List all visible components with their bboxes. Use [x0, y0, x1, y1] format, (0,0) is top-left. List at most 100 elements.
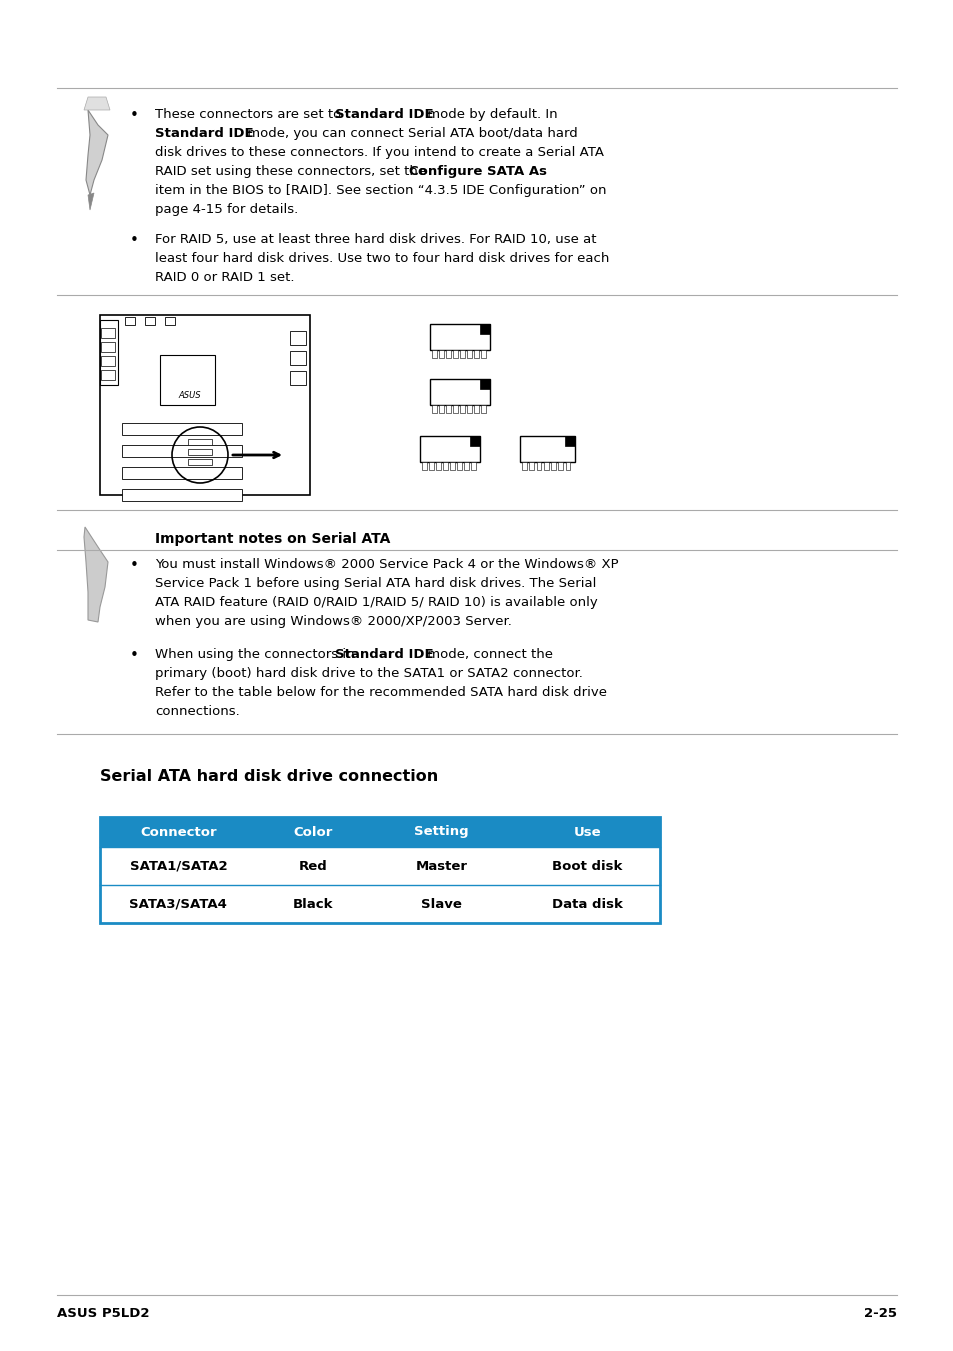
Bar — [453, 350, 457, 358]
Text: least four hard disk drives. Use two to four hard disk drives for each: least four hard disk drives. Use two to … — [154, 253, 609, 265]
Bar — [101, 357, 115, 366]
Bar — [543, 462, 548, 470]
Bar — [188, 459, 212, 465]
Text: Serial ATA hard disk drive connection: Serial ATA hard disk drive connection — [100, 769, 437, 784]
Text: item in the BIOS to [RAID]. See section “4.3.5 IDE Configuration” on: item in the BIOS to [RAID]. See section … — [154, 184, 606, 197]
Bar — [101, 328, 115, 338]
Text: mode by default. In: mode by default. In — [423, 108, 558, 122]
Bar — [521, 462, 526, 470]
Text: You must install Windows® 2000 Service Pack 4 or the Windows® XP: You must install Windows® 2000 Service P… — [154, 558, 618, 571]
Text: Configure SATA As: Configure SATA As — [409, 165, 547, 178]
Bar — [480, 405, 485, 413]
Bar — [430, 324, 490, 350]
Text: ASUS P5LD2: ASUS P5LD2 — [57, 1306, 150, 1320]
Bar — [100, 885, 659, 923]
Bar — [432, 350, 436, 358]
Text: Standard IDE: Standard IDE — [154, 127, 253, 141]
Text: Master: Master — [416, 859, 467, 873]
Bar — [421, 462, 426, 470]
Bar — [100, 817, 659, 923]
Text: primary (boot) hard disk drive to the SATA1 or SATA2 connector.: primary (boot) hard disk drive to the SA… — [154, 667, 582, 680]
Bar — [438, 350, 443, 358]
Bar — [459, 405, 464, 413]
Text: SATA1/SATA2: SATA1/SATA2 — [130, 859, 227, 873]
Bar — [100, 817, 659, 847]
Bar — [529, 462, 534, 470]
Text: Connector: Connector — [140, 825, 216, 839]
Bar — [442, 462, 447, 470]
Bar — [459, 350, 464, 358]
Polygon shape — [84, 97, 110, 109]
Bar — [479, 324, 490, 334]
Text: page 4-15 for details.: page 4-15 for details. — [154, 203, 298, 216]
Bar — [564, 436, 575, 446]
Bar — [122, 467, 242, 480]
Bar — [145, 317, 154, 326]
Text: •: • — [130, 108, 139, 123]
Bar — [432, 405, 436, 413]
Bar — [446, 405, 450, 413]
Bar — [122, 423, 242, 435]
Text: disk drives to these connectors. If you intend to create a Serial ATA: disk drives to these connectors. If you … — [154, 146, 603, 159]
Bar — [125, 317, 135, 326]
Bar — [450, 462, 454, 470]
Bar — [558, 462, 562, 470]
Bar — [551, 462, 556, 470]
Text: Standard IDE: Standard IDE — [335, 108, 433, 122]
Text: Black: Black — [293, 897, 333, 911]
Bar — [565, 462, 570, 470]
Bar — [467, 350, 471, 358]
Bar — [290, 331, 306, 345]
Bar — [100, 315, 310, 494]
Bar — [122, 489, 242, 501]
Text: when you are using Windows® 2000/XP/2003 Server.: when you are using Windows® 2000/XP/2003… — [154, 615, 512, 628]
Text: 2-25: 2-25 — [863, 1306, 896, 1320]
Text: Data disk: Data disk — [551, 897, 622, 911]
Text: connections.: connections. — [154, 705, 239, 717]
Text: RAID set using these connectors, set the: RAID set using these connectors, set the — [154, 165, 430, 178]
Bar — [160, 355, 214, 405]
Bar — [474, 350, 478, 358]
Text: ATA RAID feature (RAID 0/RAID 1/RAID 5/ RAID 10) is available only: ATA RAID feature (RAID 0/RAID 1/RAID 5/ … — [154, 596, 598, 609]
Text: •: • — [130, 232, 139, 249]
Bar — [429, 462, 433, 470]
Text: ASUS: ASUS — [178, 390, 201, 400]
Text: Service Pack 1 before using Serial ATA hard disk drives. The Serial: Service Pack 1 before using Serial ATA h… — [154, 577, 596, 590]
Bar — [453, 405, 457, 413]
Bar — [419, 436, 479, 462]
Text: These connectors are set to: These connectors are set to — [154, 108, 345, 122]
Bar — [165, 317, 174, 326]
Bar — [536, 462, 540, 470]
Bar — [446, 350, 450, 358]
Bar — [188, 439, 212, 444]
Polygon shape — [84, 527, 108, 621]
Bar — [471, 462, 475, 470]
Text: Boot disk: Boot disk — [552, 859, 621, 873]
Bar — [456, 462, 461, 470]
Bar — [479, 380, 490, 389]
Bar — [101, 342, 115, 353]
Bar — [519, 436, 575, 462]
Bar — [463, 462, 468, 470]
Bar — [122, 444, 242, 457]
Text: •: • — [130, 648, 139, 663]
Text: When using the connectors in: When using the connectors in — [154, 648, 358, 661]
Bar — [436, 462, 440, 470]
Bar — [290, 372, 306, 385]
Bar — [100, 320, 118, 385]
Bar — [188, 449, 212, 455]
Text: Standard IDE: Standard IDE — [335, 648, 433, 661]
Bar — [474, 405, 478, 413]
Polygon shape — [86, 109, 108, 195]
Text: RAID 0 or RAID 1 set.: RAID 0 or RAID 1 set. — [154, 272, 294, 284]
Bar — [430, 380, 490, 405]
Text: SATA3/SATA4: SATA3/SATA4 — [130, 897, 227, 911]
Text: Red: Red — [298, 859, 327, 873]
Text: Refer to the table below for the recommended SATA hard disk drive: Refer to the table below for the recomme… — [154, 686, 606, 698]
Text: Color: Color — [293, 825, 333, 839]
Polygon shape — [88, 193, 94, 209]
Text: mode, you can connect Serial ATA boot/data hard: mode, you can connect Serial ATA boot/da… — [243, 127, 578, 141]
Bar — [470, 436, 479, 446]
Bar — [101, 370, 115, 380]
Text: Important notes on Serial ATA: Important notes on Serial ATA — [154, 532, 390, 546]
